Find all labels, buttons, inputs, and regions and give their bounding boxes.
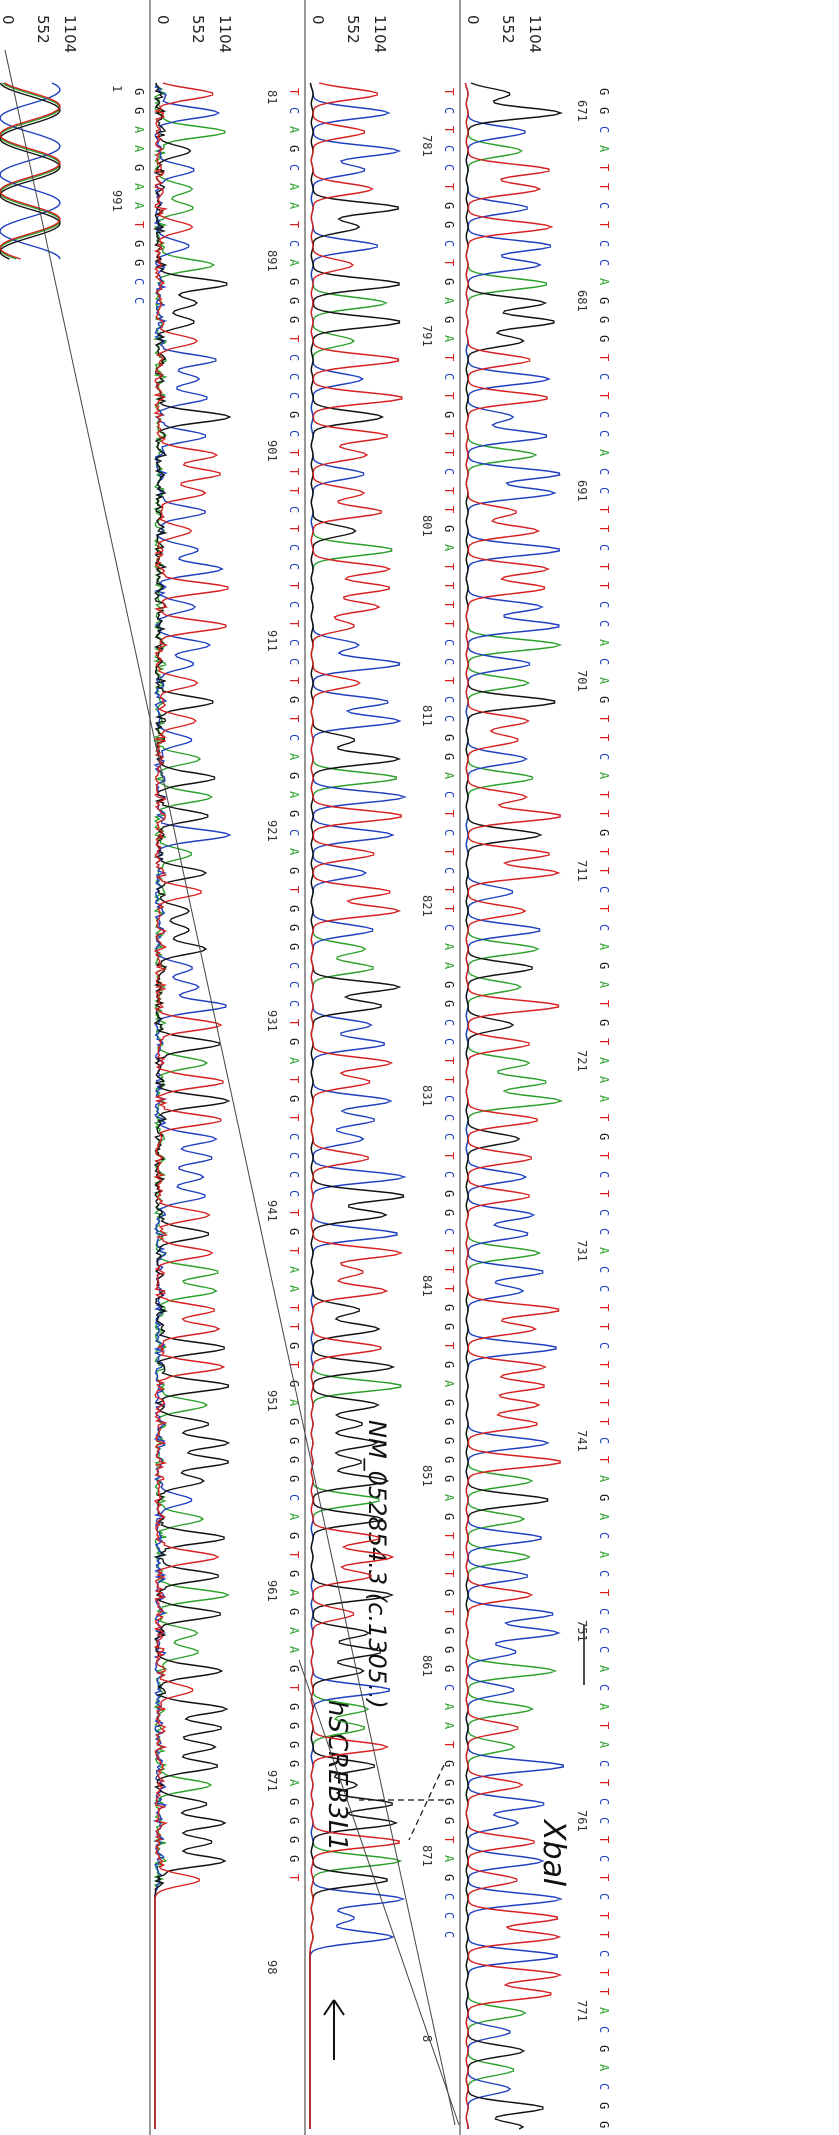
trace [309,82,404,2129]
axis-label: 552 [499,15,517,44]
position-number: 98 [265,1960,279,1974]
trace [152,82,232,2129]
position-number: 711 [575,860,589,882]
position-number: 901 [265,440,279,462]
sequence: GGCATTCTCCAGGGTCTCCACCTTCTTCCACAGTTCATTG… [597,88,611,2135]
trace [464,82,563,2130]
position-number: 831 [420,1085,434,1107]
trace [0,82,61,260]
position-number: 751 [575,1620,589,1642]
position-number: 841 [420,1275,434,1297]
position-number: 941 [265,1200,279,1222]
position-number: 761 [575,1810,589,1832]
axis-label: 0 [154,15,172,25]
position-number: 911 [265,630,279,652]
trace [0,82,61,260]
position-number: 701 [575,670,589,692]
axis-label: 1104 [371,15,389,53]
position-number: 771 [575,2000,589,2022]
position-number: 741 [575,1430,589,1452]
position-number: 681 [575,290,589,312]
axis-label: 1104 [216,15,234,53]
position-number: 961 [265,1580,279,1602]
axis-label: 0 [309,15,327,25]
position-number: 671 [575,100,589,122]
position-number: 921 [265,820,279,842]
trace [0,82,61,260]
trace [152,82,230,2129]
marker-lines [359,1764,445,1841]
axis-label: 1104 [61,15,79,53]
sequence: TCAGCAATCAGGGTCCCGCTTTCTCCTCTCCTGTCAGAGC… [287,88,301,1881]
position-number: 931 [265,1010,279,1032]
position-number: 81 [265,90,279,104]
diagonal-line [298,1659,460,2126]
sequence: GGAAGAATGGCC [132,88,146,304]
axis-label: 552 [344,15,362,44]
position-number: 721 [575,1050,589,1072]
position-number: 871 [420,1845,434,1867]
trace [0,82,61,260]
position-number: 691 [575,480,589,502]
position-number: 861 [420,1655,434,1677]
trace [153,82,229,2129]
position-number: 991 [110,190,124,212]
position-number: 891 [265,250,279,272]
position-number: 791 [420,325,434,347]
position-number: 1 [110,85,124,92]
position-number: 8 [420,2035,434,2042]
axis-label: 0 [0,15,17,25]
axis-label: 552 [34,15,52,44]
sequence: TCTCCTGGCTGAGATCTGTTCTTGATTTTCCTCCGGACTC… [442,88,456,1938]
landscape-frame: XbaI NM_052854.3 (c.1305..) hSCREB3L1 11… [0,0,611,2135]
position-number: 811 [420,705,434,727]
position-number: 951 [265,1390,279,1412]
position-number: 851 [420,1465,434,1487]
arrow [323,1999,345,2060]
axis-label: 552 [189,15,207,44]
position-number: 781 [420,135,434,157]
position-number: 801 [420,515,434,537]
axis-label: 0 [464,15,482,25]
position-number: 731 [575,1240,589,1262]
gene-note: hSCREB3L1 [322,1700,352,1851]
trace [152,82,232,2129]
axis-label: 1104 [526,15,544,53]
diagonal-line [4,49,456,2126]
accession-note: NM_052854.3 (c.1305..) [363,1420,391,1709]
position-number: 971 [265,1770,279,1792]
enzyme-note: XbaI [536,1818,571,1887]
position-number: 821 [420,895,434,917]
